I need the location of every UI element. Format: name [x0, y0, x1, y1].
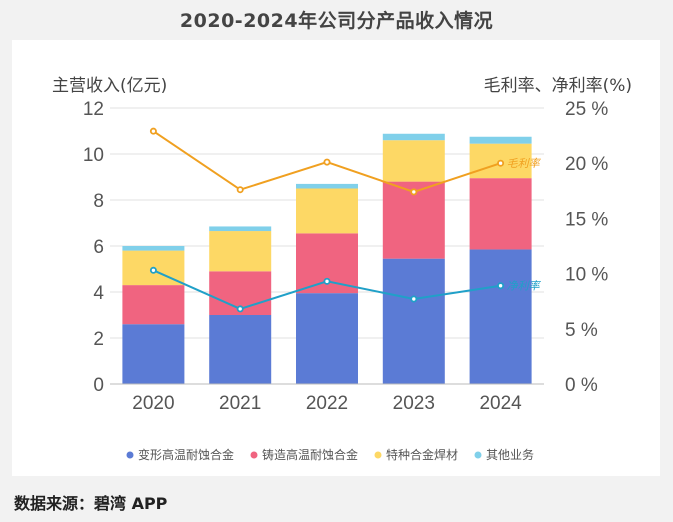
- line-point: [236, 186, 244, 194]
- y-right-tick-label: 0 %: [565, 375, 598, 396]
- bar-segment: [469, 136, 532, 144]
- y-right-tick-label: 20 %: [565, 154, 608, 175]
- legend-marker: [250, 451, 258, 459]
- y-right-axis-title: 毛利率、净利率(%): [484, 76, 632, 96]
- y-left-tick-label: 0: [93, 375, 104, 396]
- y-left-tick-label: 12: [83, 99, 104, 120]
- y-left-tick-label: 2: [93, 329, 104, 350]
- x-tick-label: 2023: [393, 393, 435, 414]
- line-point: [323, 158, 331, 166]
- y-left-axis-title: 主营收入(亿元): [52, 76, 167, 96]
- legend-marker: [126, 451, 134, 459]
- y-left-tick-label: 10: [83, 145, 104, 166]
- x-tick-label: 2020: [132, 393, 174, 414]
- bar-segment: [122, 324, 185, 384]
- y-right-tick-label: 10 %: [565, 265, 608, 286]
- line-point: [236, 305, 244, 313]
- legend-label: 其他业务: [486, 447, 534, 462]
- y-right-tick-label: 15 %: [565, 209, 608, 230]
- bar-segment: [382, 140, 445, 182]
- legend-marker: [374, 451, 382, 459]
- bar-segment: [209, 231, 272, 272]
- x-tick-label: 2022: [306, 393, 348, 414]
- line-point: [497, 159, 505, 167]
- bar-segment: [469, 178, 532, 250]
- y-right-tick-label: 25 %: [565, 99, 608, 120]
- legend-label: 变形高温耐蚀合金: [138, 447, 234, 462]
- chart-panel: 0 2 4 6 8 10 12 0 % 5 % 10 % 15 % 20 % 25 % 主营收入(亿元) 毛…: [12, 40, 660, 476]
- chart-svg: 0 2 4 6 8 10 12 0 % 5 % 10 % 15 % 20 % 25 % 主营收入(亿元) 毛…: [52, 76, 632, 462]
- line-end-label: 净利率: [507, 280, 542, 293]
- chart-title: 2020-2024年公司分产品收入情况: [179, 10, 494, 32]
- bar-segment: [296, 183, 358, 189]
- bar-segment: [469, 249, 532, 384]
- line-point: [410, 188, 418, 196]
- y-left-tick-label: 8: [93, 191, 104, 212]
- y-left-tick-label: 6: [93, 237, 104, 258]
- bar-segment: [296, 293, 358, 384]
- bar-segment: [382, 258, 445, 384]
- data-source: 数据来源：碧湾 APP: [14, 494, 168, 513]
- y-right-tick-label: 5 %: [565, 320, 598, 341]
- bar-segment: [296, 188, 358, 234]
- line-point: [149, 266, 157, 274]
- bar-segment: [122, 246, 185, 251]
- x-tick-label: 2024: [479, 393, 522, 414]
- bar-segment: [122, 285, 185, 325]
- x-tick-label: 2021: [219, 393, 261, 414]
- legend-label: 铸造高温耐蚀合金: [262, 447, 358, 462]
- legend-marker: [474, 451, 482, 459]
- legend-label: 特种合金焊材: [386, 447, 458, 462]
- y-left-tick-label: 4: [93, 283, 104, 304]
- line-point: [149, 127, 157, 135]
- bar-segment: [209, 226, 272, 232]
- bar-segment: [209, 315, 272, 384]
- line-end-label: 毛利率: [507, 157, 542, 170]
- bar-segment: [382, 133, 445, 141]
- line-point: [497, 282, 505, 290]
- line-point: [323, 277, 331, 285]
- line-point: [410, 295, 418, 303]
